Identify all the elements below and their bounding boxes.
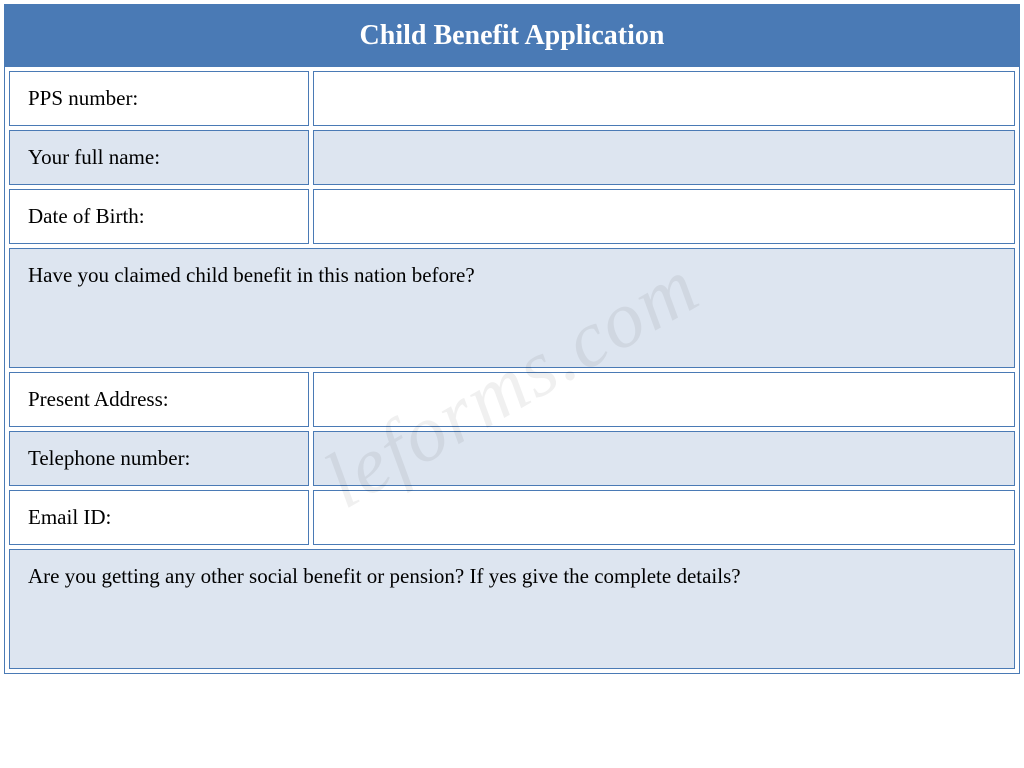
field-value-telephone[interactable] — [313, 431, 1015, 486]
field-value-fullname[interactable] — [313, 130, 1015, 185]
form-table: PPS number: Your full name: Date of Birt… — [5, 67, 1019, 673]
field-value-email[interactable] — [313, 490, 1015, 545]
field-label-dob: Date of Birth: — [9, 189, 309, 244]
table-row: Present Address: — [9, 372, 1015, 427]
field-value-dob[interactable] — [313, 189, 1015, 244]
field-label-pps: PPS number: — [9, 71, 309, 126]
table-row: Have you claimed child benefit in this n… — [9, 248, 1015, 368]
field-value-address[interactable] — [313, 372, 1015, 427]
table-row: Email ID: — [9, 490, 1015, 545]
question-claimed-before[interactable]: Have you claimed child benefit in this n… — [9, 248, 1015, 368]
table-row: PPS number: — [9, 71, 1015, 126]
table-row: Telephone number: — [9, 431, 1015, 486]
form-container: Child Benefit Application PPS number: Yo… — [4, 4, 1020, 674]
field-label-email: Email ID: — [9, 490, 309, 545]
field-label-telephone: Telephone number: — [9, 431, 309, 486]
form-title: Child Benefit Application — [5, 5, 1019, 67]
table-row: Are you getting any other social benefit… — [9, 549, 1015, 669]
field-value-pps[interactable] — [313, 71, 1015, 126]
field-label-address: Present Address: — [9, 372, 309, 427]
table-row: Your full name: — [9, 130, 1015, 185]
field-label-fullname: Your full name: — [9, 130, 309, 185]
table-row: Date of Birth: — [9, 189, 1015, 244]
question-other-benefit[interactable]: Are you getting any other social benefit… — [9, 549, 1015, 669]
